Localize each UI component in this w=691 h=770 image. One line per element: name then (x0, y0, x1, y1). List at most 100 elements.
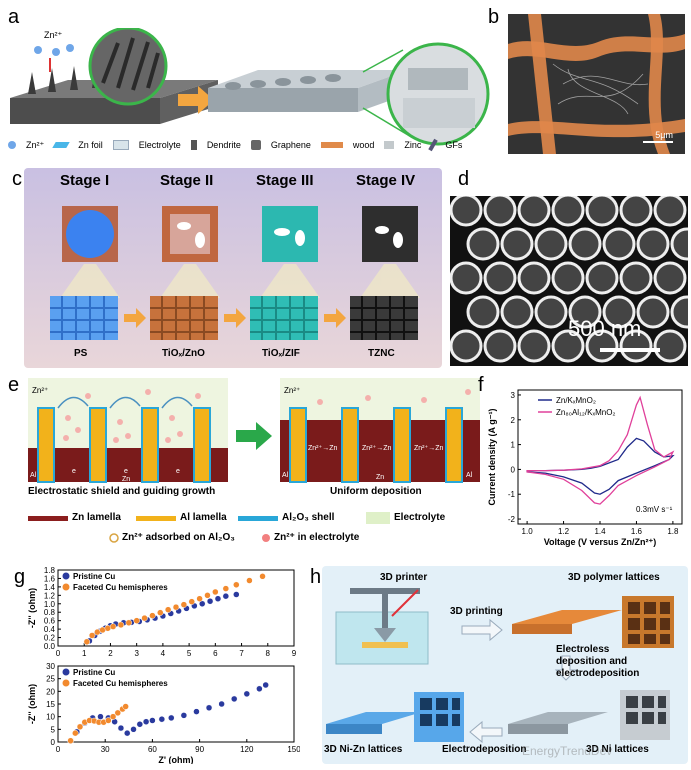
x-tick-label: 2 (108, 649, 113, 658)
data-point (168, 714, 175, 722)
arrow-icon (224, 308, 246, 328)
y-tick-label: 10 (46, 713, 55, 722)
legend-adsorbed: Zn²⁺ adsorbed on Al₂O₃ (122, 532, 235, 543)
data-point (109, 713, 117, 720)
pore (568, 295, 602, 329)
panel-a-ion-label: Zn²⁺ (44, 30, 63, 40)
x-tick-label: 1.2 (558, 527, 570, 536)
y-tick-label: 25 (46, 675, 55, 684)
panel-b-label: b (488, 6, 500, 28)
pore (517, 196, 551, 227)
panel-h-label: h (310, 566, 322, 588)
material-tznc: TZNC (368, 348, 395, 359)
printing-label: 3D printing (450, 606, 503, 617)
y-tick-label: 0.8 (44, 608, 56, 617)
zn-ion-right: Zn²⁺ (284, 386, 301, 395)
stage-1-cube (62, 206, 118, 262)
panel-a-schematic (10, 28, 490, 146)
data-point (262, 681, 269, 689)
x-tick-label: 1.4 (594, 527, 606, 536)
stage-2-cube (162, 206, 218, 262)
data-point (76, 723, 84, 731)
dendrite-icon (190, 140, 197, 150)
pore (602, 227, 636, 261)
x-axis-label: Z' (ohm) (158, 755, 193, 764)
lattice-tznc (350, 296, 418, 340)
arrow-icon (461, 618, 503, 642)
panel-d-micrograph: 500 nm (450, 196, 688, 366)
data-point (196, 595, 203, 602)
panel-f-label: f (478, 374, 484, 396)
material-ps: PS (74, 348, 88, 359)
e-mark-2: e (124, 468, 128, 475)
data-point (149, 612, 156, 619)
data-point (206, 597, 214, 605)
y-axis-label: Current density (A g⁻¹) (487, 409, 497, 506)
pore (517, 329, 551, 363)
data-point (97, 713, 104, 720)
left-caption: Electrostatic shield and guiding growth (28, 486, 216, 497)
y-tick-label: 1.0 (44, 600, 56, 609)
legend-item: GFs (445, 140, 463, 150)
x-tick-label: 1 (82, 649, 87, 658)
legend-item: wood (352, 140, 375, 150)
stage-4-cube (362, 206, 418, 262)
e-mark-3: e (176, 468, 180, 475)
series-line (526, 437, 675, 495)
pore (450, 196, 483, 227)
electrodeposition-line-label: electrodeposition (556, 668, 640, 679)
y-tick-label: -2 (508, 515, 516, 524)
legend-item: Zn²⁺ (26, 139, 45, 150)
series-line (526, 395, 675, 505)
y-tick-label: 2 (511, 416, 516, 425)
legend-marker (62, 572, 70, 580)
data-point (122, 703, 129, 710)
panel-a-legend: Zn²⁺ Zn foil Electrolyte Dendrite Graphe… (8, 136, 491, 154)
y-tick-label: 0.0 (44, 642, 56, 651)
zn-arrow-label-1: Zn²⁺→Zn (308, 445, 338, 452)
data-point (117, 724, 125, 732)
legend-in-electrolyte: Zn²⁺ in electrolyte (274, 532, 360, 543)
polymer-cube (622, 596, 674, 648)
x-tick-label: 120 (240, 745, 254, 754)
data-point (180, 601, 188, 608)
wood-channel-image (508, 14, 685, 154)
x-tick-label: 90 (195, 745, 204, 754)
data-point (164, 606, 172, 613)
zn-ion-icon (8, 141, 16, 149)
data-point (105, 717, 112, 724)
data-point (259, 573, 266, 580)
legend-item: Graphene (270, 140, 311, 150)
legend-label: Zn₈₀Al₁₂/KₓMnO₂ (556, 408, 616, 417)
data-point (117, 621, 125, 629)
y-tick-label: 30 (46, 662, 55, 671)
e-mark-1: e (72, 468, 76, 475)
wood-icon (320, 142, 343, 148)
y-tick-label: 0.6 (44, 617, 56, 626)
electrodeposition-label: Electrodeposition (442, 744, 527, 755)
plot-frame (57, 665, 295, 743)
legend-label: Pristine Cu (73, 668, 115, 677)
x-tick-label: 1.0 (522, 527, 534, 536)
data-point (222, 592, 230, 600)
pore (585, 196, 619, 227)
panel-b-micrograph: 5μm (508, 14, 685, 154)
y-tick-label: 1.6 (44, 574, 56, 583)
legend-label: Faceted Cu hemispheres (73, 679, 168, 688)
ni-lattices-label: 3D Ni lattices (586, 744, 649, 755)
material-tiox-zif: TiOₓ/ZIF (262, 348, 300, 359)
zn-label-left: Zn (122, 476, 131, 483)
data-point (157, 609, 164, 616)
x-tick-label: 0 (56, 745, 61, 754)
data-point (149, 717, 156, 724)
x-tick-label: 1.6 (631, 527, 643, 536)
pore (636, 295, 670, 329)
y-tick-label: -1 (508, 490, 516, 499)
transition-arrow-icon (236, 422, 272, 450)
data-point (172, 603, 180, 611)
arrow-icon (124, 308, 146, 328)
pore (551, 196, 585, 227)
pore (585, 329, 619, 363)
zn-arrow-label-3: Zn²⁺→Zn (414, 445, 444, 452)
stage-1-label: Stage I (60, 172, 110, 189)
